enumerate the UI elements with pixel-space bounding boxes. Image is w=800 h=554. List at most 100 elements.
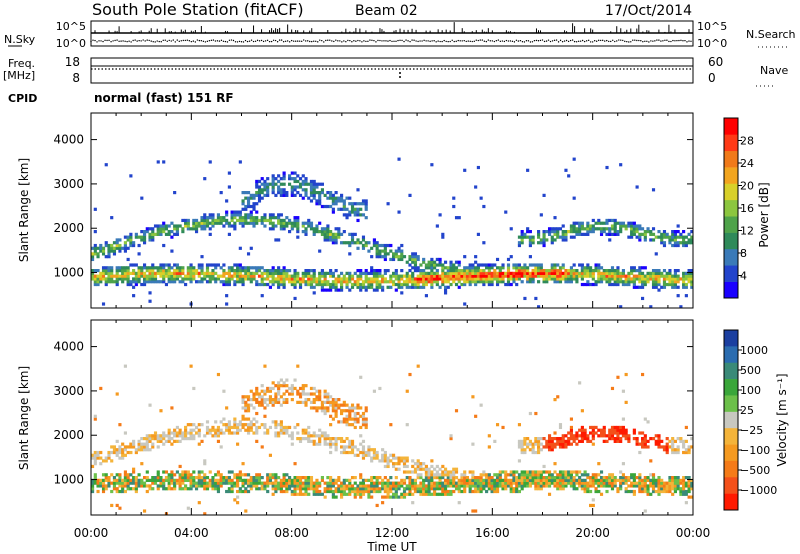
heatmap-cell: [545, 280, 549, 284]
heatmap-cell: [293, 476, 297, 480]
heatmap-cell: [564, 439, 568, 443]
heatmap-cell: [684, 501, 688, 505]
heatmap-cell: [309, 282, 314, 287]
heatmap-cell: [498, 271, 502, 275]
freq-right-tick-bottom: 0: [708, 71, 716, 85]
heatmap-cell: [690, 274, 694, 278]
heatmap-cell: [361, 213, 366, 217]
heatmap-cell: [192, 470, 196, 474]
heatmap-cell: [244, 191, 248, 195]
heatmap-cell: [298, 492, 303, 496]
heatmap-cell: [233, 476, 237, 480]
heatmap-cell: [271, 487, 275, 491]
heatmap-cell: [345, 420, 349, 424]
heatmap-cell: [326, 487, 330, 491]
heatmap-cell: [186, 271, 190, 275]
heatmap-cell: [304, 230, 308, 234]
heatmap-cell: [542, 481, 546, 485]
heatmap-cell: [189, 269, 193, 273]
noise-search-point: [236, 41, 239, 43]
heatmap-cell: [110, 450, 114, 455]
heatmap-cell: [255, 182, 259, 186]
heatmap-cell: [238, 213, 242, 217]
noise-right-label: N.Search: [746, 28, 796, 41]
heatmap-cell: [271, 182, 275, 186]
heatmap-cell: [435, 484, 439, 488]
noise-search-point: [296, 40, 299, 42]
heatmap-cell: [178, 464, 182, 469]
heatmap-cell: [523, 274, 527, 278]
heatmap-cell: [268, 182, 272, 186]
heatmap-cell: [641, 266, 645, 270]
heatmap-cell: [274, 193, 278, 197]
heatmap-cell: [613, 232, 617, 236]
heatmap-cell: [586, 481, 590, 485]
heatmap-cell: [345, 285, 349, 289]
heatmap-cell: [348, 439, 352, 443]
heatmap-cell: [359, 476, 363, 480]
heatmap-cell: [526, 277, 530, 281]
heatmap-cell: [326, 489, 330, 494]
heatmap-cell: [312, 188, 316, 192]
heatmap-cell: [394, 271, 398, 275]
heatmap-cell: [624, 476, 628, 480]
heatmap-cell: [662, 243, 667, 248]
heatmap-cell: [583, 282, 587, 287]
heatmap-cell: [586, 274, 590, 278]
heatmap-cell: [266, 191, 270, 195]
heatmap-cell: [115, 450, 119, 455]
heatmap-cell: [372, 241, 376, 245]
noise-search-point: [198, 39, 201, 42]
heatmap-cell: [312, 442, 316, 446]
heatmap-cell: [301, 476, 305, 480]
heatmap-cell: [304, 487, 308, 491]
noise-search-point: [491, 40, 494, 42]
heatmap-cell: [277, 213, 281, 217]
heatmap-cell: [257, 282, 262, 287]
heatmap-cell: [186, 221, 190, 225]
heatmap-cell: [610, 224, 615, 228]
heatmap-cell: [671, 280, 675, 284]
heatmap-cell: [353, 411, 357, 416]
heatmap-cell: [249, 280, 253, 284]
noise-search-point: [575, 41, 578, 43]
heatmap-cell: [613, 431, 617, 435]
heatmap-cell: [266, 484, 270, 488]
heatmap-cell: [115, 453, 119, 457]
heatmap-cell: [246, 431, 251, 435]
heatmap-cell: [315, 492, 319, 496]
heatmap-cell: [572, 487, 576, 491]
heatmap-cell: [282, 425, 286, 430]
heatmap-cell: [216, 274, 221, 278]
heatmap-cell: [118, 274, 122, 278]
heatmap-cell: [397, 487, 401, 491]
heatmap-cell: [520, 473, 524, 477]
heatmap-cell: [654, 271, 658, 275]
heatmap-cell: [616, 375, 620, 379]
noise-search-point: [449, 40, 451, 43]
heatmap-cell: [654, 274, 658, 278]
heatmap-cell: [194, 230, 199, 234]
heatmap-cell: [211, 216, 215, 220]
heatmap-cell: [515, 487, 519, 491]
heatmap-cell: [236, 495, 240, 499]
noise-search-point: [684, 39, 686, 42]
heatmap-cell: [531, 481, 535, 485]
heatmap-cell: [482, 487, 486, 491]
heatmap-cell: [342, 450, 346, 455]
heatmap-cell: [252, 196, 256, 200]
heatmap-cell: [673, 238, 677, 242]
heatmap-cell: [476, 277, 480, 281]
heatmap-cell: [591, 271, 595, 275]
heatmap-cell: [657, 439, 661, 443]
heatmap-cell: [578, 476, 582, 480]
heatmap-cell: [337, 476, 341, 480]
heatmap-cell: [413, 266, 418, 270]
heatmap-cell: [315, 280, 319, 284]
heatmap-cell: [140, 266, 144, 270]
heatmap-cell: [244, 221, 248, 225]
heatmap-cell: [194, 481, 199, 485]
heatmap-cell: [323, 277, 327, 281]
freq-panel: Freq. [MHz] 18 8 60 0 Nave CPID normal (…: [3, 55, 788, 105]
heatmap-cell: [162, 442, 166, 446]
